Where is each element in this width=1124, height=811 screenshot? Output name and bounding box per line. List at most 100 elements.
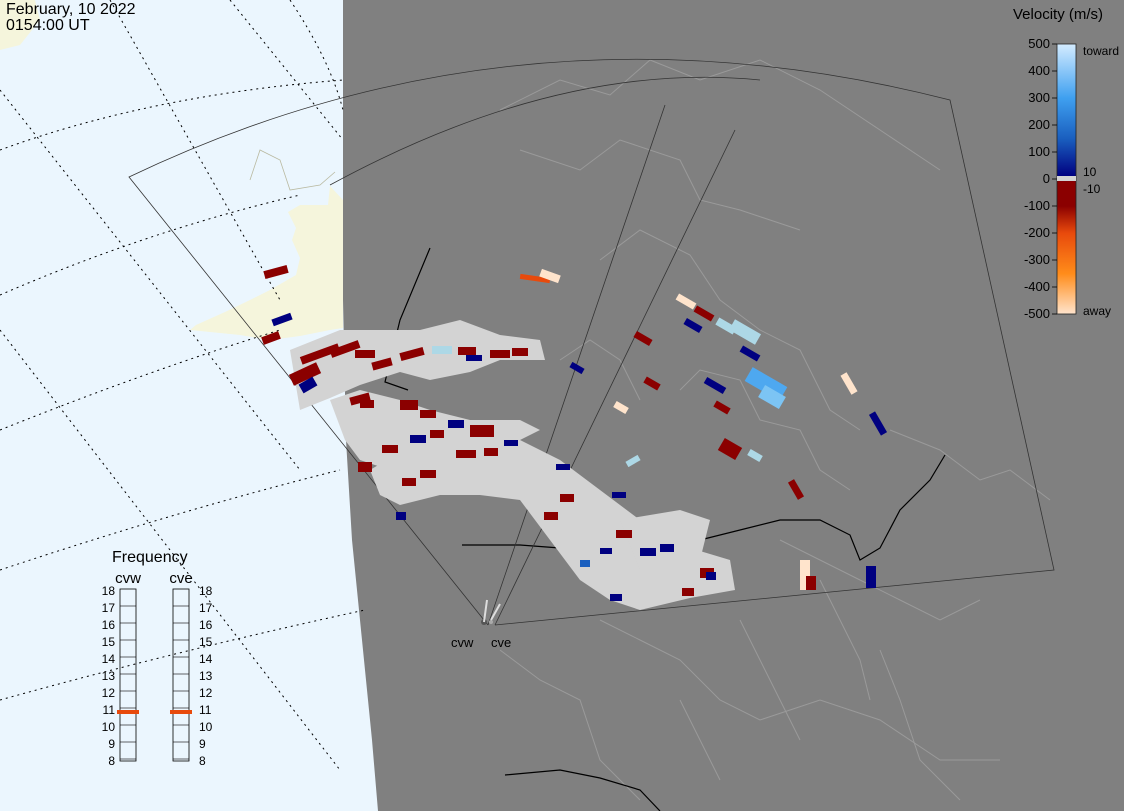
velocity-cell bbox=[806, 576, 816, 590]
velocity-tick-label: 100 bbox=[1028, 144, 1050, 159]
velocity-cell bbox=[456, 450, 476, 458]
night-geography bbox=[499, 59, 1051, 801]
velocity-tick-label: 400 bbox=[1028, 63, 1050, 78]
velocity-cell bbox=[349, 392, 371, 406]
velocity-cell bbox=[410, 435, 426, 443]
velocity-cell bbox=[358, 462, 372, 472]
velocity-cell bbox=[400, 400, 418, 410]
velocity-cell bbox=[613, 400, 629, 415]
velocity-tick-labels: 500 400 300 200 100 0 -100 -200 -300 -400 -500 bbox=[1024, 36, 1057, 321]
frequency-scale-label: 13 bbox=[199, 669, 213, 683]
velocity-cell bbox=[288, 362, 322, 386]
velocity-tick-label: -300 bbox=[1024, 252, 1050, 267]
frequency-scale-label: 14 bbox=[199, 652, 213, 666]
frequency-scale-label: 16 bbox=[102, 618, 116, 632]
velocity-cell bbox=[458, 347, 476, 355]
velocity-cell bbox=[466, 355, 482, 361]
velocity-cell bbox=[484, 448, 498, 456]
velocity-cell bbox=[640, 548, 656, 556]
velocity-cell bbox=[703, 376, 727, 395]
velocity-tick-label: 0 bbox=[1043, 171, 1050, 186]
velocity-cell bbox=[261, 331, 281, 345]
velocity-cell bbox=[432, 346, 452, 354]
frequency-scale-label: 8 bbox=[108, 754, 115, 768]
velocity-cell bbox=[539, 268, 561, 284]
velocity-away-label: away bbox=[1083, 304, 1111, 318]
frequency-scale-label: 9 bbox=[199, 737, 206, 751]
velocity-cell bbox=[633, 330, 653, 347]
velocity-cell bbox=[271, 312, 293, 327]
velocity-cell bbox=[371, 357, 393, 371]
velocity-cell bbox=[660, 544, 674, 552]
velocity-tick-label: -200 bbox=[1024, 225, 1050, 240]
velocity-cell bbox=[399, 347, 425, 361]
velocity-cell bbox=[556, 464, 570, 470]
velocity-cell bbox=[616, 530, 632, 538]
velocity-cell bbox=[396, 512, 406, 520]
night-terminator-region bbox=[343, 0, 1124, 811]
frequency-scale-label: 10 bbox=[199, 720, 213, 734]
velocity-threshold-neg: -10 bbox=[1083, 182, 1101, 196]
frequency-scale-label: 12 bbox=[199, 686, 213, 700]
radar-site-cve bbox=[489, 620, 493, 624]
velocity-cell bbox=[787, 479, 805, 500]
velocity-cell bbox=[739, 345, 761, 362]
frequency-scale-box bbox=[119, 588, 137, 762]
velocity-cell bbox=[519, 273, 551, 284]
velocity-cell bbox=[448, 420, 464, 428]
velocity-cell bbox=[612, 492, 626, 498]
frequency-scale-label: 13 bbox=[102, 669, 116, 683]
frequency-scale-label: 10 bbox=[102, 720, 116, 734]
radar-label-cvw: cvw bbox=[451, 635, 474, 650]
frequency-scale-label: 11 bbox=[199, 703, 212, 717]
velocity-cells bbox=[261, 265, 888, 601]
velocity-cell bbox=[382, 445, 398, 453]
velocity-cell bbox=[675, 293, 697, 310]
velocity-tick-label: 300 bbox=[1028, 90, 1050, 105]
frequency-scale-label: 15 bbox=[102, 635, 116, 649]
frequency-scale-label: 18 bbox=[199, 584, 213, 598]
velocity-cell bbox=[610, 594, 622, 601]
velocity-cell bbox=[643, 376, 661, 391]
velocity-cell bbox=[420, 410, 436, 418]
velocity-tick-label: -500 bbox=[1024, 306, 1050, 321]
frequency-title: Frequency bbox=[112, 549, 188, 566]
velocity-zero-band bbox=[1057, 176, 1076, 181]
velocity-cell bbox=[512, 348, 528, 356]
velocity-cell bbox=[758, 384, 786, 410]
velocity-cell bbox=[682, 588, 694, 596]
frequency-radar-name: cvw bbox=[115, 570, 141, 587]
frequency-radar-name: cve bbox=[169, 570, 192, 587]
velocity-cell bbox=[569, 361, 585, 375]
velocity-tick-label: -400 bbox=[1024, 279, 1050, 294]
velocity-tick-label: 500 bbox=[1028, 36, 1050, 51]
velocity-cell bbox=[430, 430, 444, 438]
velocity-cell bbox=[600, 548, 612, 554]
velocity-cell bbox=[747, 448, 763, 463]
velocity-cell bbox=[490, 350, 510, 358]
velocity-cell bbox=[713, 400, 731, 415]
velocity-cell bbox=[580, 560, 590, 567]
velocity-cell bbox=[866, 566, 876, 588]
velocity-cell bbox=[263, 265, 289, 279]
velocity-cell bbox=[729, 319, 761, 345]
frequency-marker bbox=[117, 710, 139, 714]
velocity-cell bbox=[868, 411, 888, 436]
daylight-land bbox=[0, 0, 343, 340]
velocity-threshold-pos: 10 bbox=[1083, 165, 1097, 179]
frequency-scale-label: 17 bbox=[199, 601, 213, 615]
frequency-scale-label: 12 bbox=[102, 686, 116, 700]
frequency-scale-box bbox=[172, 588, 190, 762]
velocity-cell bbox=[299, 343, 341, 365]
frequency-scale-label: 17 bbox=[102, 601, 116, 615]
plot-date: February, 10 2022 bbox=[6, 1, 136, 18]
velocity-cell bbox=[504, 440, 518, 446]
velocity-cell bbox=[717, 437, 743, 461]
velocity-cell bbox=[470, 425, 494, 437]
velocity-cell bbox=[560, 494, 574, 502]
daylight-coast bbox=[249, 149, 336, 191]
frequency-scale-label: 9 bbox=[108, 737, 115, 751]
radar-beam-stub bbox=[483, 599, 501, 623]
velocity-cell bbox=[402, 478, 416, 486]
